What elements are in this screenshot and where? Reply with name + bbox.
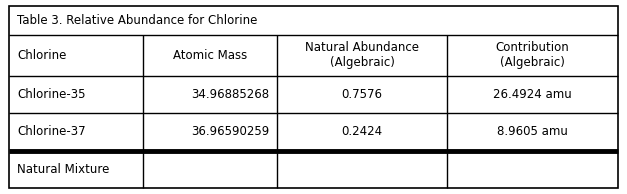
Text: Chlorine-35: Chlorine-35 <box>17 88 85 101</box>
Text: Contribution
(Algebraic): Contribution (Algebraic) <box>495 42 569 69</box>
Text: 36.96590259: 36.96590259 <box>191 126 270 139</box>
Text: 8.9605 amu: 8.9605 amu <box>497 126 568 139</box>
Text: Chlorine: Chlorine <box>17 49 66 62</box>
Text: Chlorine-37: Chlorine-37 <box>17 126 85 139</box>
Text: Atomic Mass: Atomic Mass <box>173 49 247 62</box>
Text: Natural Mixture: Natural Mixture <box>17 163 109 176</box>
Text: 0.2424: 0.2424 <box>342 126 382 139</box>
FancyBboxPatch shape <box>9 6 618 188</box>
Text: 34.96885268: 34.96885268 <box>191 88 270 101</box>
Text: 0.7576: 0.7576 <box>342 88 382 101</box>
Text: Natural Abundance
(Algebraic): Natural Abundance (Algebraic) <box>305 42 419 69</box>
Text: 26.4924 amu: 26.4924 amu <box>493 88 572 101</box>
Text: Table 3. Relative Abundance for Chlorine: Table 3. Relative Abundance for Chlorine <box>17 14 257 27</box>
